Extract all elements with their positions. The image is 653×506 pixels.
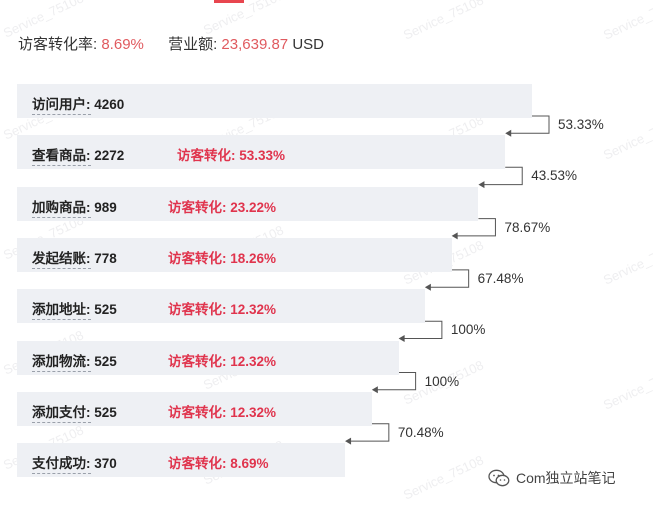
funnel-bar: 添加地址: 525 访客转化: 12.32%	[17, 289, 425, 324]
stage-conversion: 访客转化: 12.32%	[168, 353, 277, 369]
funnel-bar: 加购商品: 989 访客转化: 23.22%	[17, 186, 479, 221]
visitor-conversion-label: 访客转化率:	[18, 36, 98, 53]
step-connector	[403, 320, 443, 339]
stage-conversion: 访客转化: 8.69%	[168, 456, 269, 472]
step-rate: 100%	[424, 373, 460, 389]
stage-label: 支付成功: 370	[32, 452, 117, 475]
step-arrow	[371, 386, 378, 394]
stage-name: 发起结账:	[32, 250, 91, 269]
stage-count: 525	[90, 353, 117, 369]
stage-label: 添加地址: 525	[32, 298, 117, 321]
stage-name: 支付成功:	[32, 456, 91, 475]
stage-name: 访问用户:	[32, 97, 91, 115]
stage-count: 778	[90, 250, 117, 266]
stage-name: 添加地址:	[32, 302, 91, 321]
revenue-label: 营业额:	[168, 36, 218, 53]
stage-label: 访问用户: 4260	[32, 93, 125, 115]
stage-name: 查看商品:	[32, 148, 91, 167]
funnel-bar: 发起结账: 778 访客转化: 18.26%	[17, 237, 452, 272]
stage-conversion: 访客转化: 12.32%	[168, 302, 277, 318]
stage-conversion: 访客转化: 53.33%	[177, 148, 286, 164]
step-rate: 43.53%	[531, 168, 578, 184]
stage-count: 370	[90, 456, 117, 472]
step-rate: 67.48%	[477, 270, 524, 286]
step-rate: 53.33%	[558, 117, 604, 132]
stage-name: 添加物流:	[32, 353, 91, 372]
step-connector	[350, 423, 390, 442]
stage-count: 525	[90, 404, 117, 420]
revenue-currency: USD	[292, 36, 324, 53]
stage-count: 525	[90, 302, 117, 318]
stage-conversion: 访客转化: 18.26%	[168, 250, 277, 266]
stage-count: 2272	[90, 148, 125, 164]
step-connector	[376, 372, 417, 391]
stage-name: 添加支付:	[32, 404, 91, 423]
step-arrow	[505, 129, 512, 137]
stage-count: 989	[90, 199, 117, 215]
summary-row: 访客转化率: 8.69% 营业额: 23,639.87 USD	[18, 33, 324, 54]
brand-text: Com独立站笔记	[516, 470, 616, 486]
stage-label: 查看商品: 2272	[32, 144, 125, 167]
step-arrow	[424, 283, 431, 291]
step-arrow	[478, 181, 485, 189]
stage-count: 4260	[90, 97, 125, 112]
step-connector	[456, 218, 496, 237]
step-connector	[510, 115, 550, 134]
revenue-value: 23,639.87	[221, 36, 289, 53]
funnel-bar: 添加物流: 525 访客转化: 12.32%	[17, 340, 399, 375]
stage-label: 发起结账: 778	[32, 247, 117, 269]
visitor-conversion-value: 8.69%	[101, 36, 144, 53]
step-arrow	[345, 437, 352, 445]
stage-name: 加购商品:	[32, 199, 91, 218]
funnel-bar: 支付成功: 370 访客转化: 8.69%	[17, 443, 346, 478]
stage-conversion: 访客转化: 23.22%	[168, 199, 277, 215]
step-rate: 100%	[450, 322, 486, 338]
step-connector	[429, 269, 470, 288]
step-rate: 70.48%	[397, 424, 444, 440]
funnel-bar: 访问用户: 4260	[17, 84, 532, 118]
step-arrow	[398, 335, 405, 342]
funnel-bar: 添加支付: 525 访客转化: 12.32%	[17, 391, 372, 426]
stage-label: 加购商品: 989	[32, 196, 117, 218]
funnel-bar: 查看商品: 2272 访客转化: 53.33%	[17, 135, 506, 170]
stage-label: 添加支付: 525	[32, 401, 117, 423]
wechat-icon	[488, 469, 510, 487]
step-arrow	[451, 232, 458, 240]
brand-footer: Com独立站笔记	[488, 468, 616, 488]
step-rate: 78.67%	[504, 219, 551, 235]
stage-conversion: 访客转化: 12.32%	[168, 404, 277, 420]
stage-label: 添加物流: 525	[32, 350, 117, 372]
active-tab-indicator	[214, 0, 244, 3]
step-connector	[483, 166, 523, 186]
